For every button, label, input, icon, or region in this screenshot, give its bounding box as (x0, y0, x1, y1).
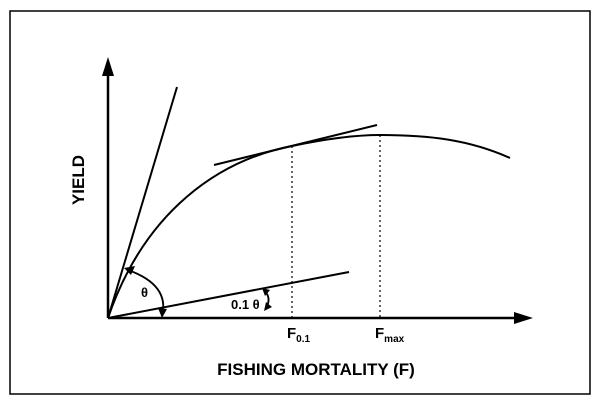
tenth-slope-line (107, 271, 350, 319)
f01-label-base: F (287, 325, 296, 342)
y-axis-arrowhead (102, 57, 114, 76)
fmax-label-base: F (375, 325, 384, 342)
fmax-label: Fmax (375, 325, 405, 345)
theta-label: θ (141, 285, 148, 300)
origin-tangent-line (107, 86, 178, 319)
y-axis-title: YIELD (69, 155, 88, 205)
x-axis-title: FISHING MORTALITY (F) (217, 360, 415, 379)
theta-arc-arrowhead-top (124, 266, 135, 275)
tenth-theta-label: 0.1 θ (231, 297, 260, 312)
tenth-arc-arrowhead-top (262, 288, 270, 296)
fmax-label-subscript: max (384, 334, 404, 345)
x-axis-arrowhead (514, 312, 533, 324)
yield-curve (107, 133, 511, 319)
f01-tangent-line (213, 124, 378, 166)
f01-label: F0.1 (287, 325, 311, 345)
theta-arc-arrowhead-bottom (158, 308, 167, 318)
f01-label-subscript: 0.1 (296, 334, 310, 345)
tenth-arc-arrowhead-bottom (264, 302, 272, 311)
